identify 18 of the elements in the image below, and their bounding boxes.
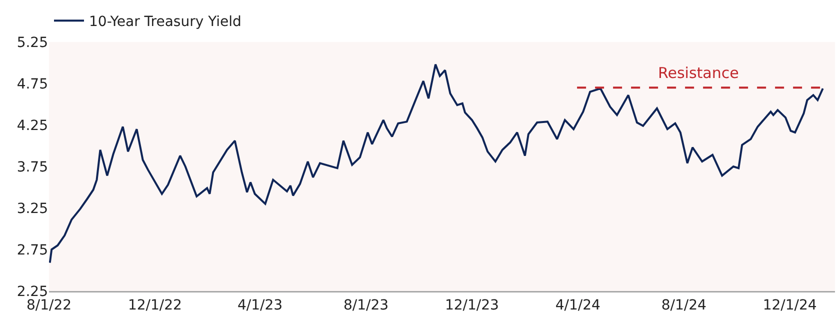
y-tick-label: 4.25 xyxy=(16,118,48,134)
x-tick-label: 4/1/24 xyxy=(555,297,601,314)
annotation: Resistance xyxy=(658,64,739,82)
y-tick-label: 5.25 xyxy=(16,34,48,51)
y-tick-label: 2.75 xyxy=(16,242,48,258)
x-tick-label: 8/1/22 xyxy=(26,297,72,314)
y-tick-label: 2.25 xyxy=(16,284,48,300)
x-tick-label: 12/1/23 xyxy=(444,297,499,314)
y-tick-label: 3.75 xyxy=(16,159,48,176)
x-tick-label: 8/1/23 xyxy=(343,297,389,314)
x-tick-label: 12/1/22 xyxy=(128,297,182,314)
y-tick-label: 4.75 xyxy=(16,76,48,92)
x-tick-label: 8/1/24 xyxy=(661,297,707,314)
x-tick-label: 12/1/24 xyxy=(762,297,817,314)
legend-label: 10-Year Treasury Yield xyxy=(89,14,242,30)
y-tick-label: 3.25 xyxy=(16,200,48,217)
line-series xyxy=(49,63,824,264)
x-tick-label: 4/1/23 xyxy=(238,297,283,314)
